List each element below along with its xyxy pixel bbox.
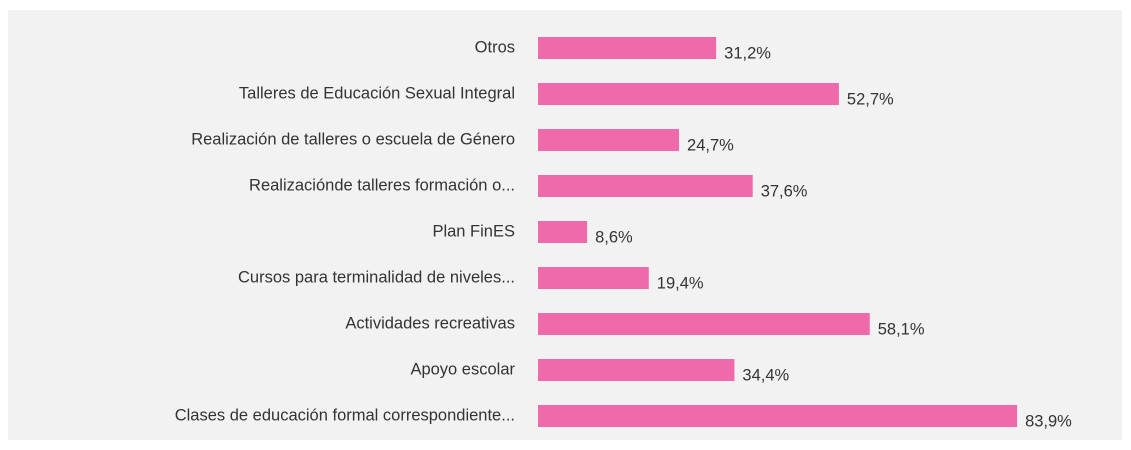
value-label: 24,7% <box>687 136 734 154</box>
category-label: Realización de talleres o escuela de Gén… <box>191 130 515 148</box>
value-label: 19,4% <box>657 274 704 292</box>
category-label: Otros <box>475 38 515 56</box>
bar <box>538 313 870 335</box>
bar <box>538 83 839 105</box>
value-label: 58,1% <box>878 320 925 338</box>
category-label: Talleres de Educación Sexual Integral <box>239 84 515 102</box>
value-label: 34,4% <box>742 366 789 384</box>
value-label: 52,7% <box>847 90 894 108</box>
value-label: 37,6% <box>761 182 808 200</box>
bar <box>538 267 649 289</box>
bar <box>538 175 753 197</box>
category-label: Realizaciónde talleres formación o... <box>249 176 515 194</box>
bar <box>538 129 680 151</box>
bar <box>538 221 588 243</box>
category-label: Clases de educación formal correspondien… <box>175 406 515 424</box>
category-label: Actividades recreativas <box>345 314 515 332</box>
bar <box>538 359 735 381</box>
category-label: Plan FinES <box>432 222 515 240</box>
category-label: Cursos para terminalidad de niveles... <box>238 268 515 286</box>
bar <box>538 37 717 59</box>
value-label: 83,9% <box>1025 412 1072 430</box>
bar <box>538 405 1018 427</box>
value-label: 8,6% <box>595 228 633 246</box>
category-label: Apoyo escolar <box>410 360 515 378</box>
value-label: 31,2% <box>724 44 771 62</box>
